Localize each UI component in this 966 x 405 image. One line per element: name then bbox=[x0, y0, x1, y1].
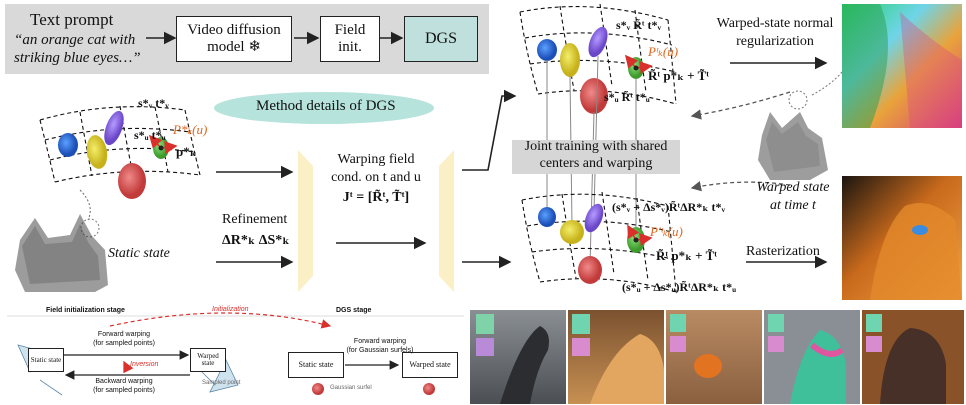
label-top-pk-u: Pᵗₖ(u) bbox=[648, 44, 679, 59]
label-bot-pk-u: P'ᵗₖ(u) bbox=[650, 224, 683, 239]
sampled-point-label: Sampled point bbox=[202, 380, 241, 386]
backward-warping-line2: (for sampled points) bbox=[93, 387, 155, 394]
top-gaussians bbox=[537, 26, 653, 114]
label-bot-sv: (s*ᵥ + Δs*ᵥ)R̃ᵗΔR*ₖ t*ᵥ bbox=[612, 200, 726, 214]
fi-warped-state: Warped state bbox=[197, 352, 219, 367]
snowflake-icon: ❄ bbox=[248, 39, 261, 55]
dgs-static-state-box: Static state bbox=[288, 352, 344, 378]
dgs-static-state: Static state bbox=[298, 360, 334, 369]
static-state-label: Static state bbox=[108, 246, 170, 261]
backward-warping-line1: Backward warping bbox=[95, 378, 153, 385]
warping-field-line3: Jᵗ = [R̃ᵗ, T̃ᵗ] bbox=[342, 190, 410, 205]
fi-static-state: Static state bbox=[30, 355, 62, 364]
forward-warping-line2: (for sampled points) bbox=[93, 340, 155, 347]
refinement-deltas: ΔR*ₖ ΔS*ₖ bbox=[222, 233, 290, 248]
label-top-su-r-tu: s*ᵤ R̃ᵗ t*ᵤ bbox=[604, 90, 650, 104]
joint-training-line2: centers and warping bbox=[539, 156, 653, 171]
gaussian-surfel-label: Gaussian surfel bbox=[330, 385, 372, 391]
label-top-r-p: R̃ᵗ p*ₖ + T̃ᵗ bbox=[648, 68, 710, 83]
forward-warping-line1: Forward warping bbox=[97, 331, 151, 338]
video-diffusion-line2: model bbox=[207, 39, 245, 55]
refinement-label: Refinement bbox=[222, 212, 288, 227]
dgs-box: DGS bbox=[404, 16, 478, 62]
video-diffusion-line1: Video diffusion bbox=[187, 21, 281, 38]
bottom-gaussians bbox=[538, 203, 653, 284]
warp-wedge-left bbox=[298, 150, 313, 292]
rasterization-label: Rasterization bbox=[746, 244, 820, 259]
field-init-stage-label: Field initialization stage bbox=[46, 307, 125, 314]
dgs-label: DGS bbox=[424, 29, 457, 47]
warped-normal-line2: regularization bbox=[736, 34, 814, 49]
result-thumbnails bbox=[470, 310, 964, 404]
warped-point-cloud bbox=[758, 112, 828, 180]
text-prompt-label: Text prompt bbox=[30, 10, 114, 29]
label-pk-bold: p*ₖ bbox=[176, 144, 197, 159]
method-banner bbox=[214, 92, 434, 124]
label-bot-r-p: R̃ᵗ p*ₖ + T̃ᵗ bbox=[656, 248, 718, 263]
label-sv-tv: s*ᵥ t*ᵥ bbox=[138, 96, 169, 110]
joint-training-line1: Joint training with shared bbox=[524, 139, 668, 154]
dgs-stage-label: DGS stage bbox=[336, 307, 372, 314]
initialization-label: Initialization bbox=[212, 306, 249, 313]
inversion-label: Inversion bbox=[130, 361, 159, 368]
warped-state-line1: Warped state bbox=[756, 180, 830, 195]
field-init-box: Field init. bbox=[320, 16, 380, 62]
method-banner-text: Method details of DGS bbox=[256, 98, 396, 114]
field-init-line2: init. bbox=[338, 39, 362, 55]
label-pk-u: P*ₖ(u) bbox=[173, 122, 208, 137]
warp-wedge-right bbox=[439, 150, 454, 292]
prompt-line-2: striking blue eyes…” bbox=[14, 50, 141, 66]
field-init-line1: Field bbox=[334, 21, 366, 38]
prompt-line-1: “an orange cat with bbox=[14, 32, 136, 48]
fi-static-state-box: Static state bbox=[28, 348, 64, 372]
label-su-tu: s*ᵤ t*ᵤ bbox=[134, 128, 166, 142]
dgs-forward-line1: Forward warping bbox=[353, 338, 407, 345]
video-diffusion-box: Video diffusion model ❄ bbox=[176, 16, 292, 62]
warped-state-line2: at time t bbox=[770, 198, 816, 213]
dgs-forward-line2: (for Gaussian surfels) bbox=[346, 347, 414, 354]
warping-field-line1: Warping field bbox=[337, 152, 415, 167]
label-bot-su: (s*ᵤ + Δs*ᵤ)R̃ᵗΔR*ₖ t*ᵤ bbox=[622, 280, 737, 294]
dgs-warped-state-box: Warped state bbox=[402, 352, 458, 378]
dgs-warped-state: Warped state bbox=[409, 360, 451, 369]
warped-normal-line1: Warped-state normal bbox=[716, 16, 834, 31]
video-diffusion-line2-row: model ❄ bbox=[207, 39, 261, 56]
top-warped-grid bbox=[519, 3, 677, 105]
warping-field-line2: cond. on t and u bbox=[331, 170, 421, 185]
joint-training-box bbox=[512, 140, 680, 174]
label-top-sv-r-tv: s*ᵥ R̃ᵗ t*ᵥ bbox=[616, 18, 662, 32]
fi-warped-state-box: Warped state bbox=[190, 348, 226, 372]
static-point-cloud bbox=[15, 214, 108, 292]
static-gaussians bbox=[58, 110, 178, 199]
